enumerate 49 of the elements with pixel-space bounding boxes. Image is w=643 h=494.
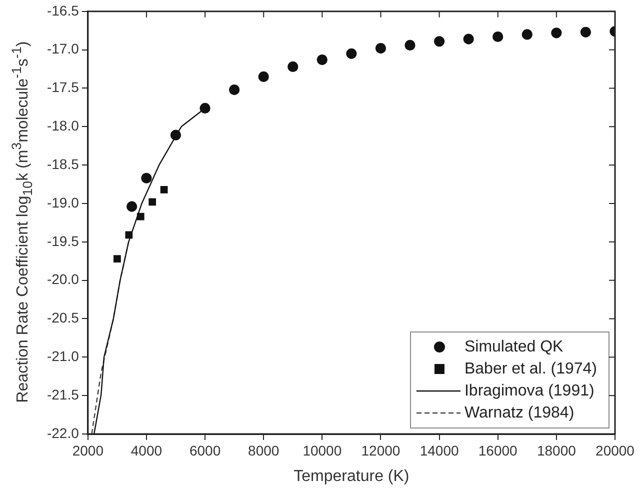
point: [141, 172, 152, 184]
point: [126, 201, 138, 212]
point: [229, 84, 240, 96]
x-tick-label: 6000: [189, 442, 221, 458]
x-tick-label: 20000: [596, 442, 635, 458]
y-tick-label: -20.5: [46, 310, 80, 326]
y-tick-label: -20.0: [46, 271, 80, 288]
x-tick-label: 2000: [72, 442, 104, 458]
legend-label: Warnatz (1984): [464, 404, 574, 422]
legend-label: Ibragimova (1991): [464, 382, 594, 400]
y-tick-label: -22.0: [46, 424, 80, 441]
x-tick-label: 18000: [536, 442, 576, 458]
x-tick-label: 14000: [420, 442, 459, 458]
point: [346, 48, 357, 59]
point: [522, 29, 532, 40]
x-tick-label: 8000: [248, 442, 280, 458]
y-tick-label: -18.0: [46, 118, 80, 134]
legend-label: Simulated QK: [464, 338, 564, 356]
x-tick-label: 4000: [130, 442, 162, 458]
x-tick-label: 16000: [478, 442, 518, 458]
y-tick-label: -21.0: [46, 348, 80, 364]
point: [316, 54, 328, 66]
point: [492, 31, 504, 42]
x-tick-label: 12000: [361, 442, 400, 458]
point: [114, 255, 121, 262]
point: [170, 130, 182, 140]
point: [580, 26, 592, 38]
y-tick-label: -21.5: [46, 386, 80, 402]
y-tick-label: -18.5: [46, 156, 80, 172]
y-tick-label: -19.0: [46, 194, 80, 210]
point: [404, 40, 416, 51]
point: [125, 231, 133, 239]
point: [551, 28, 562, 38]
legend-label: Baber et al. (1974): [464, 360, 598, 378]
y-tick-label: -16.5: [46, 2, 80, 18]
point: [200, 102, 210, 114]
point: [288, 61, 298, 72]
point: [375, 42, 386, 54]
point: [434, 36, 445, 47]
y-tick-label: -17.5: [46, 79, 80, 96]
y-tick-label: -17.0: [46, 40, 80, 57]
point: [136, 212, 144, 220]
point: [160, 186, 168, 194]
point: [148, 198, 156, 206]
x-tick-label: 10000: [302, 442, 342, 458]
point: [463, 34, 474, 44]
point: [258, 71, 269, 82]
y-tick-label: -19.5: [46, 232, 80, 249]
x-axis-title: Temperature (K): [294, 468, 410, 485]
